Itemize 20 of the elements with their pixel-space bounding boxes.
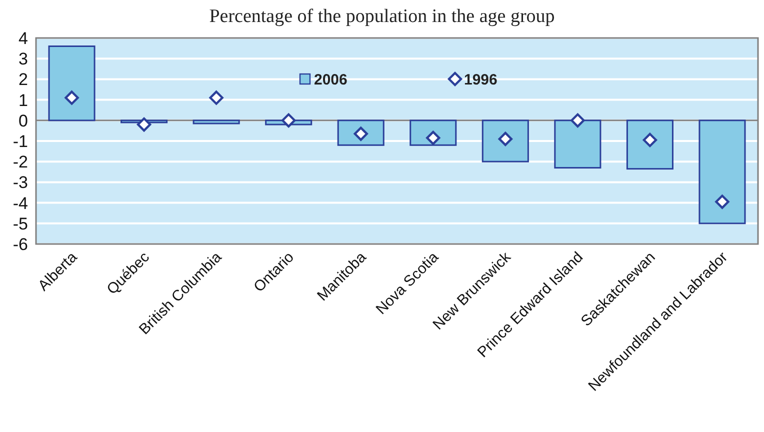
point <box>570 113 585 128</box>
y-tick-label: 1 <box>18 90 28 110</box>
y-tick-label: -1 <box>12 132 28 151</box>
y-tick-label: -3 <box>12 173 28 192</box>
point <box>281 113 296 128</box>
y-tick-label: 3 <box>18 50 28 69</box>
point <box>136 117 152 132</box>
legend-label: 1996 <box>464 72 498 88</box>
y-tick-label: 2 <box>18 70 28 90</box>
y-tick-label: 4 <box>18 28 28 48</box>
chart-title: Percentage of the population in the age group <box>209 6 555 27</box>
point <box>209 90 224 105</box>
y-tick-label: -4 <box>12 194 28 213</box>
legend-label: 2006 <box>314 72 348 88</box>
y-tick-label: -6 <box>12 234 28 254</box>
y-tick-label: 0 <box>18 111 28 130</box>
y-tick-label: -5 <box>12 214 28 234</box>
y-tick-label: -2 <box>12 152 28 172</box>
point <box>64 90 79 105</box>
point <box>715 194 730 209</box>
